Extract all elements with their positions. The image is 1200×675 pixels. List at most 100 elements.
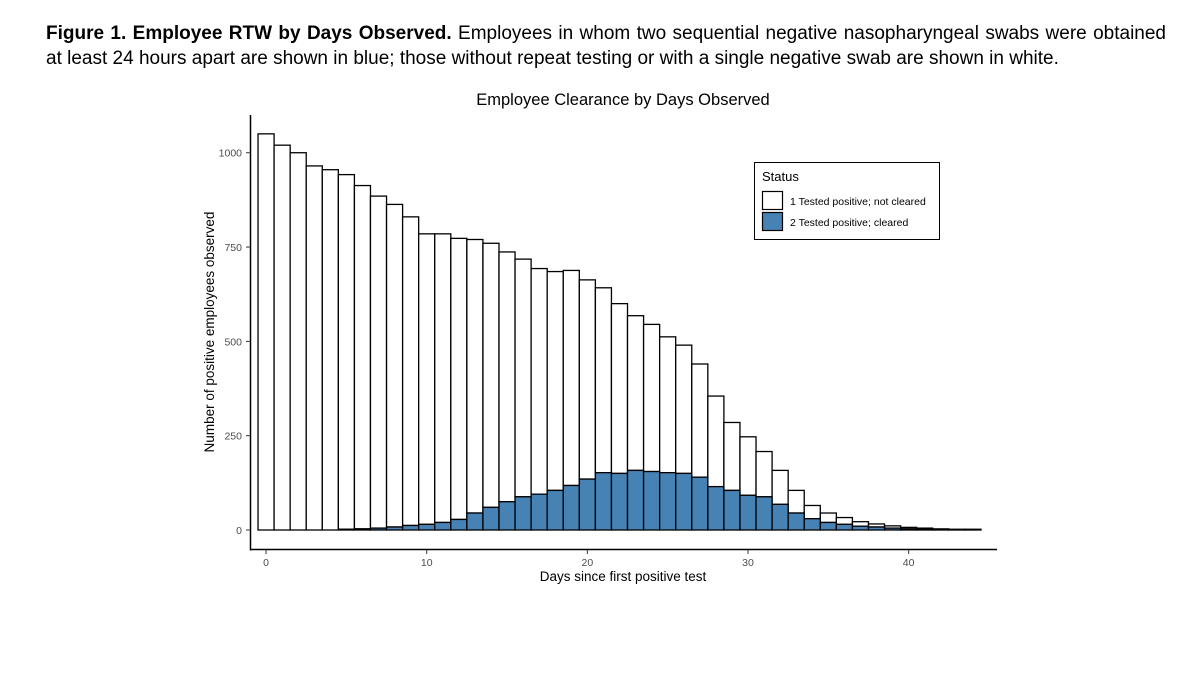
- bar-not-cleared: [755, 450, 773, 498]
- bar-cleared: [707, 485, 725, 531]
- bar-not-cleared: [466, 238, 484, 514]
- bar-not-cleared: [450, 237, 468, 521]
- bar-cleared: [450, 518, 468, 531]
- bar-cleared: [385, 526, 404, 531]
- bar-cleared: [851, 525, 870, 531]
- bar-cleared: [835, 523, 854, 531]
- bar-not-cleared: [723, 421, 741, 492]
- bar-not-cleared: [418, 233, 436, 525]
- legend-label-not-cleared: 1 Tested positive; not cleared: [790, 196, 926, 208]
- bar-cleared: [546, 489, 564, 531]
- legend-label-cleared: 2 Tested positive; cleared: [790, 217, 908, 229]
- bar-not-cleared: [691, 363, 709, 478]
- figure-caption: Figure 1. Employee RTW by Days Observed.…: [46, 22, 1166, 71]
- bar-cleared: [610, 472, 629, 531]
- y-tick-label: 750: [224, 242, 242, 254]
- bar-not-cleared: [787, 489, 805, 514]
- y-tick-label: 250: [224, 431, 242, 443]
- bar-cleared: [642, 470, 661, 531]
- bar-not-cleared: [434, 233, 452, 524]
- bar-not-cleared: [562, 269, 580, 487]
- bar-not-cleared: [642, 323, 661, 473]
- bar-not-cleared: [385, 203, 404, 528]
- bar-cleared: [739, 494, 757, 531]
- bar-not-cleared: [739, 436, 757, 496]
- bar-cleared: [723, 489, 741, 531]
- bar-not-cleared: [610, 302, 629, 475]
- legend-swatch-not-cleared: [761, 190, 784, 211]
- bar-cleared: [659, 471, 677, 531]
- bar-not-cleared: [803, 504, 821, 520]
- legend-swatch-cleared: [761, 211, 784, 232]
- bar-cleared: [466, 512, 484, 531]
- bar-cleared: [562, 484, 580, 531]
- bar-not-cleared: [353, 184, 372, 530]
- bar-cleared: [418, 523, 436, 531]
- bar-not-cleared: [369, 195, 388, 529]
- bar-cleared: [514, 496, 532, 531]
- caption-label: Figure 1. Employee RTW by Days Observed.: [46, 23, 452, 44]
- x-tick-label: 0: [263, 557, 269, 569]
- x-tick-label: 30: [742, 557, 754, 569]
- bar-not-cleared: [530, 267, 548, 495]
- bar-not-cleared: [321, 169, 340, 531]
- y-tick-label: 1000: [219, 148, 243, 160]
- bar-not-cleared: [514, 258, 532, 498]
- bar-not-cleared: [594, 287, 613, 474]
- bar-cleared: [803, 518, 821, 531]
- x-tick-label: 20: [582, 557, 594, 569]
- bar-not-cleared: [626, 315, 645, 472]
- bar-cleared: [899, 528, 918, 531]
- caption-text: Employees in whom two sequential negativ…: [46, 23, 1166, 69]
- y-tick-label: 500: [224, 336, 242, 348]
- x-tick-label: 40: [903, 557, 915, 569]
- x-axis-label: Days since first positive test: [540, 569, 707, 584]
- bar-cleared: [369, 527, 388, 531]
- bar-not-cleared: [273, 144, 291, 531]
- bar-cleared: [675, 472, 693, 531]
- bar-not-cleared: [819, 512, 837, 524]
- bar-not-cleared: [401, 216, 420, 527]
- bar-cleared: [867, 526, 886, 531]
- bar-cleared: [353, 528, 372, 531]
- bar-not-cleared: [546, 270, 564, 492]
- bar-cleared: [771, 503, 789, 531]
- bar-not-cleared: [851, 521, 870, 527]
- bar-not-cleared: [578, 279, 597, 480]
- bar-cleared: [916, 528, 934, 531]
- bar-cleared: [530, 493, 548, 531]
- legend-box: [754, 162, 940, 240]
- y-axis-ticks: 0 250 500 750 1000: [219, 148, 250, 537]
- bar-not-cleared: [659, 336, 677, 474]
- bar-cleared: [691, 476, 709, 531]
- bar-not-cleared: [771, 469, 789, 505]
- legend: Status 1 Tested positive; not cleared 2 …: [754, 162, 940, 240]
- bar-not-cleared: [707, 395, 725, 488]
- bar-not-cleared: [289, 152, 307, 531]
- bar-cleared: [755, 496, 773, 531]
- bar-cleared: [883, 527, 902, 531]
- bar-cleared: [578, 478, 597, 531]
- bar-cleared: [482, 506, 500, 531]
- bar-not-cleared: [835, 516, 854, 525]
- bar-not-cleared: [498, 251, 516, 503]
- bar-cleared: [434, 521, 452, 531]
- bar-cleared: [401, 524, 420, 531]
- chart-title: Employee Clearance by Days Observed: [476, 91, 769, 109]
- bar-not-cleared: [257, 133, 275, 531]
- x-tick-label: 10: [421, 557, 433, 569]
- bar-not-cleared: [675, 344, 693, 475]
- bar-cleared: [594, 471, 613, 531]
- bar-not-cleared: [337, 173, 356, 530]
- bar-cleared: [626, 469, 645, 531]
- y-axis-label: Number of positive employees observed: [202, 212, 217, 453]
- x-axis-ticks: 0 10 20 30 40: [263, 550, 915, 569]
- bars-cleared: [337, 469, 982, 531]
- y-tick-label: 0: [236, 525, 242, 537]
- bar-cleared: [787, 512, 805, 531]
- bar-cleared: [819, 521, 837, 531]
- bar-not-cleared: [305, 165, 323, 531]
- legend-title: Status: [762, 169, 799, 184]
- bar-cleared: [498, 501, 516, 531]
